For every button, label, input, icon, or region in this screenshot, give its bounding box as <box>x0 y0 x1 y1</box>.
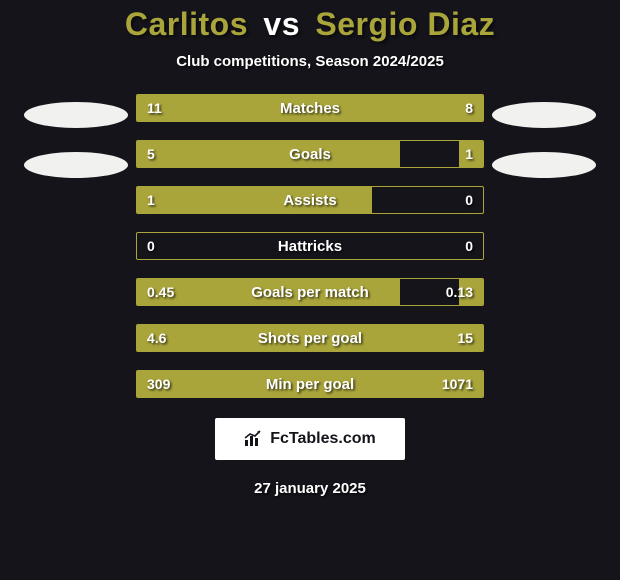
player1-name: Carlitos <box>125 6 248 42</box>
comparison-title: Carlitos vs Sergio Diaz <box>125 6 495 43</box>
stat-fill-right <box>338 95 483 121</box>
stat-row: 3091071Min per goal <box>136 370 484 398</box>
stat-fill-right <box>459 279 483 305</box>
stat-fill-left <box>137 141 400 167</box>
stat-fill-left <box>137 325 217 351</box>
stat-row: 0.450.13Goals per match <box>136 278 484 306</box>
club-logo-placeholder <box>492 152 596 178</box>
stat-value-left: 0 <box>137 233 165 259</box>
vs-label: vs <box>257 6 306 42</box>
stats-area: 118Matches51Goals10Assists00Hattricks0.4… <box>0 94 620 398</box>
stat-value-right: 0 <box>455 187 483 213</box>
stat-fill-left <box>137 95 338 121</box>
stat-row: 4.615Shots per goal <box>136 324 484 352</box>
date-label: 27 january 2025 <box>254 480 366 497</box>
stat-fill-left <box>137 371 213 397</box>
fctables-badge: FcTables.com <box>215 418 405 460</box>
stat-row: 118Matches <box>136 94 484 122</box>
badge-text: FcTables.com <box>270 430 376 448</box>
stat-row: 0 0Hattricks <box>136 232 484 260</box>
stat-label: Hattricks <box>137 233 483 259</box>
left-side-column <box>16 94 136 178</box>
club-logo-placeholder <box>24 102 128 128</box>
subtitle: Club competitions, Season 2024/2025 <box>176 53 444 70</box>
right-side-column <box>484 94 604 178</box>
stat-fill-right <box>213 371 483 397</box>
stat-fill-left <box>137 187 372 213</box>
club-logo-placeholder <box>492 102 596 128</box>
stat-row: 51Goals <box>136 140 484 168</box>
chart-icon <box>244 430 264 448</box>
player2-name: Sergio Diaz <box>315 6 495 42</box>
club-logo-placeholder <box>24 152 128 178</box>
stat-bars-column: 118Matches51Goals10Assists00Hattricks0.4… <box>136 94 484 398</box>
stat-fill-right <box>217 325 483 351</box>
stat-row: 10Assists <box>136 186 484 214</box>
stat-fill-left <box>137 279 400 305</box>
stat-value-right: 0 <box>455 233 483 259</box>
stat-fill-right <box>459 141 483 167</box>
